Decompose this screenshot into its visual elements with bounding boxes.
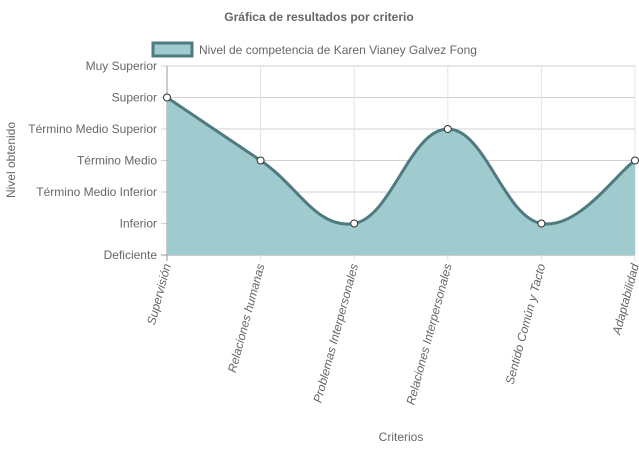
- y-tick-label: Superior: [112, 91, 157, 105]
- y-axis-label: Nivel obtenido: [4, 122, 18, 198]
- data-point[interactable]: [443, 125, 452, 133]
- x-tick-label: Supervisión: [144, 262, 174, 327]
- x-axis-label: Criterios: [379, 430, 424, 444]
- x-tick-label: Sentido Común y Tacto: [503, 262, 549, 386]
- y-tick-label: Término Medio Superior: [28, 122, 157, 136]
- y-tick-label: Término Medio Inferior: [36, 185, 157, 199]
- x-tick-label: Relaciones humanas: [225, 262, 268, 374]
- data-point[interactable]: [256, 156, 265, 165]
- y-tick-labels: Deficiente Inferior Término Medio Inferior…: [28, 59, 157, 262]
- legend[interactable]: Nivel de competencia de Karen Vianey Gal…: [151, 41, 477, 58]
- x-tick-label: Adaptabilidad: [609, 262, 639, 337]
- data-point[interactable]: [350, 219, 359, 228]
- data-point[interactable]: [537, 219, 546, 228]
- y-tick-label: Muy Superior: [86, 59, 157, 73]
- legend-swatch: [151, 41, 194, 58]
- y-tick-label: Término Medio: [77, 154, 157, 168]
- x-tick-label: Problemas Interpersonales: [310, 262, 361, 404]
- data-point[interactable]: [163, 93, 171, 102]
- chart-title: Gráfica de resultados por criterio: [224, 10, 413, 24]
- legend-label: Nivel de competencia de Karen Vianey Gal…: [199, 43, 477, 57]
- x-tick-labels: Supervisión Relaciones humanas Problemas I…: [144, 262, 639, 406]
- data-point[interactable]: [631, 156, 639, 165]
- y-tick-label: Inferior: [120, 217, 157, 231]
- y-tick-label: Deficiente: [104, 248, 158, 262]
- series-area: [163, 93, 639, 255]
- x-tick-label: Relaciones Interpersonales: [404, 262, 455, 406]
